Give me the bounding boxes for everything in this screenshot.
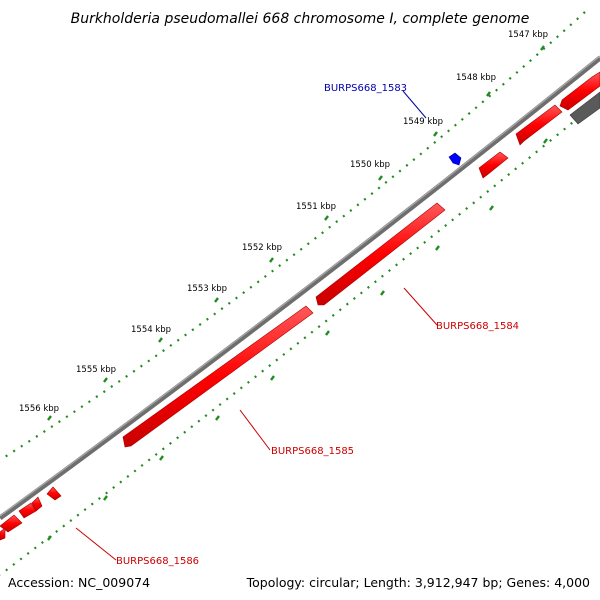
gene-label-burps668-1586[interactable]: BURPS668_1586 (116, 556, 199, 567)
gene-red-top[interactable] (515, 104, 563, 146)
tick-label-1550: 1550 kbp (350, 160, 390, 170)
gene-red-small[interactable] (478, 151, 509, 179)
tick-mark-1553 (214, 297, 219, 303)
gene-red-fragment-c[interactable] (18, 502, 37, 519)
tick-mark-1549 (433, 131, 438, 137)
tick-mark-1555 (103, 377, 108, 383)
tick-label-1551: 1551 kbp (296, 202, 336, 212)
tick-mark-1554 (158, 337, 163, 343)
tick-mark-1551 (324, 215, 329, 221)
tick-label-1549: 1549 kbp (403, 117, 443, 127)
label-leaders (75, 90, 438, 561)
tick-mark-1547 (540, 45, 545, 51)
leader-burps668-1585 (239, 409, 271, 451)
tick-mark-1550 (378, 175, 383, 181)
inner-major-ticks (47, 138, 548, 541)
genome-backbone (0, 56, 600, 521)
tick-mark-1548 (486, 91, 491, 97)
tick-label-1553: 1553 kbp (187, 284, 227, 294)
summary-text: Topology: circular; Length: 3,912,947 bp… (246, 575, 590, 590)
gene-burps668-1586[interactable] (0, 514, 23, 533)
tick-mark-1556 (47, 415, 52, 421)
tick-mark-1552 (269, 257, 274, 263)
tick-label-1555: 1555 kbp (76, 365, 116, 375)
reverse-strand-genes (0, 71, 600, 541)
tick-label-1552: 1552 kbp (242, 243, 282, 253)
accession-text: Accession: NC_009074 (8, 575, 150, 590)
outer-dotted-arc (0, 11, 586, 461)
map-title: Burkholderia pseudomallei 668 chromosome… (71, 11, 530, 27)
gene-red-fragment-edge[interactable] (0, 527, 6, 541)
feature-gray[interactable] (569, 91, 600, 125)
leader-burps668-1586 (75, 527, 117, 561)
gene-red-topright[interactable] (559, 71, 600, 111)
tick-label-1547: 1547 kbp (508, 30, 548, 40)
gene-burps668-1583[interactable] (448, 152, 462, 166)
tick-label-1556: 1556 kbp (19, 404, 59, 414)
inner-dotted-arc (0, 99, 600, 576)
gene-label-burps668-1584[interactable]: BURPS668_1584 (436, 321, 519, 332)
leader-burps668-1583 (402, 90, 427, 119)
gene-label-burps668-1585[interactable]: BURPS668_1585 (271, 446, 354, 457)
gene-burps668-1584[interactable] (315, 202, 446, 306)
outer-scale-ring: 1547 kbp 1548 kbp 1549 kbp 1550 kbp 1551… (0, 11, 586, 461)
gene-red-fragment-a[interactable] (46, 486, 62, 501)
tick-label-1548: 1548 kbp (456, 73, 496, 83)
tick-label-1554: 1554 kbp (131, 325, 171, 335)
leader-burps668-1584 (403, 287, 438, 326)
gene-burps668-1585[interactable] (122, 305, 314, 448)
gene-label-burps668-1583[interactable]: BURPS668_1583 (324, 83, 407, 94)
major-ticks (47, 45, 545, 421)
genome-backbone-highlight (0, 55, 600, 517)
